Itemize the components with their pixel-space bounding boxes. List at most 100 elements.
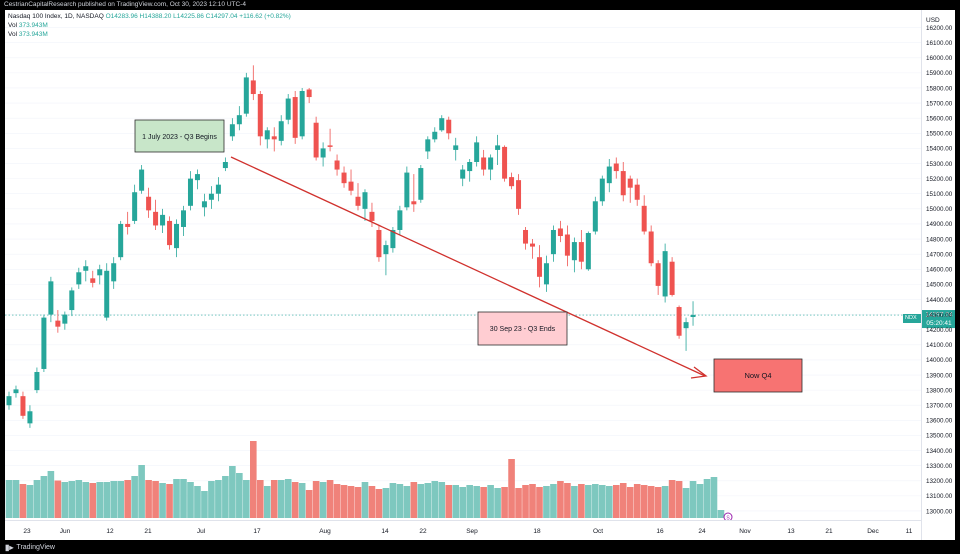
candle-body	[530, 243, 535, 247]
currency-label: USD	[926, 17, 940, 24]
volume-bar	[578, 484, 585, 518]
volume-bar	[647, 486, 655, 518]
volume-bar	[250, 441, 257, 518]
time-tick-label: Jul	[197, 528, 206, 535]
q3-begins-box[interactable]: 1 July 2023 - Q3 Begins	[134, 119, 225, 153]
candle-body	[215, 184, 221, 194]
price-tick-label: 15400.00	[926, 146, 953, 153]
price-tick-label: 15600.00	[926, 115, 953, 122]
volume-bar	[710, 477, 718, 518]
volume-bar	[445, 485, 453, 518]
price-tick-label: 14200.00	[926, 327, 953, 334]
candle-body	[292, 97, 298, 138]
candle-body	[236, 115, 242, 125]
volume-bar	[396, 484, 404, 518]
time-tick-label: 12	[106, 528, 114, 535]
time-axis[interactable]: 23 Jun 12 21 Jul 17 Aug 14 22 Sep 18 Oct 16 24 Nov 13 21…	[5, 520, 921, 540]
candle-body	[536, 257, 542, 277]
price-tick-label: 14400.00	[926, 297, 953, 304]
candle-body	[97, 269, 103, 276]
volume-bar	[585, 485, 592, 518]
volume-bar	[626, 487, 634, 518]
tradingview-brand-text: TradingView	[16, 544, 55, 551]
time-tick-label: Aug	[319, 528, 331, 535]
volume-bar	[270, 480, 278, 518]
volume-bar	[599, 485, 606, 518]
volume-bar	[5, 480, 13, 518]
candle-body	[194, 174, 200, 181]
volume-bar	[564, 483, 571, 518]
price-axis[interactable]: USD 14297.04 05:20:41 13000.00 13100.00 13…	[921, 10, 955, 540]
candle-body	[41, 317, 47, 369]
volume-bar	[96, 482, 104, 518]
volume-bar	[138, 465, 145, 518]
countdown-value: 05:20:41	[926, 320, 952, 327]
candle-body	[411, 201, 417, 205]
candle-body	[334, 160, 340, 170]
price-tick-label: 13000.00	[926, 508, 953, 515]
candle-body	[390, 229, 396, 249]
candle-body	[641, 205, 647, 232]
now-q4-box[interactable]: Now Q4	[713, 358, 803, 393]
candle-body	[341, 172, 347, 184]
candle-body	[62, 314, 68, 324]
volume-bar	[110, 481, 117, 518]
candle-body	[648, 231, 654, 264]
time-tick-label: 11	[906, 528, 913, 535]
price-tick-label: 14900.00	[926, 221, 953, 228]
last-price-tag: 14297.04 05:20:41	[922, 310, 955, 329]
volume-bar	[26, 485, 34, 518]
volume-bar	[494, 488, 501, 518]
candle-body	[369, 211, 375, 221]
candle-body	[634, 184, 640, 200]
candle-body	[153, 211, 159, 226]
price-plot[interactable]: 1 July 2023 - Q3 Begins 30 Sep 23 - Q3 E…	[5, 10, 921, 520]
price-tick-label: 14300.00	[926, 312, 953, 319]
candle-body	[495, 145, 501, 150]
candle-body	[13, 389, 19, 394]
candle-body	[257, 94, 263, 137]
volume-bar	[89, 483, 97, 518]
price-tick-label: 13100.00	[926, 493, 953, 500]
chart-pane[interactable]: 1 July 2023 - Q3 Begins 30 Sep 23 - Q3 E…	[5, 10, 921, 540]
volume-bar	[501, 487, 508, 518]
candle-body	[299, 91, 305, 137]
volume-bar	[340, 485, 348, 518]
candle-body	[571, 242, 577, 261]
volume-bar	[368, 486, 376, 518]
candle-body	[683, 322, 689, 329]
candle-body	[516, 180, 522, 209]
q3-ends-box[interactable]: 30 Sep 23 - Q3 Ends	[477, 311, 568, 346]
volume-bar	[382, 488, 390, 518]
tradingview-brand[interactable]: ▮▸ TradingView	[5, 543, 55, 552]
candle-body	[564, 234, 570, 256]
time-tick-label: 16	[656, 528, 664, 535]
price-tick-label: 14100.00	[926, 342, 953, 349]
candle-body	[502, 146, 508, 179]
candle-body	[376, 229, 382, 258]
legend-vol-value: 373.943M	[18, 31, 48, 38]
q3-ends-text: 30 Sep 23 - Q3 Ends	[490, 326, 556, 333]
volume-bar	[389, 483, 397, 518]
candle-body	[201, 201, 207, 208]
time-tick-label: 21	[144, 528, 152, 535]
volume-bar	[166, 484, 173, 518]
price-tick-label: 13300.00	[926, 463, 953, 470]
volume-bars	[5, 441, 725, 518]
event-marker[interactable]: S	[723, 512, 733, 520]
volume-bar	[333, 484, 341, 518]
candle-body	[20, 396, 26, 416]
volume-bar	[68, 481, 76, 518]
candle-body	[167, 220, 173, 246]
price-tick-label: 13200.00	[926, 478, 953, 485]
volume-bar	[284, 479, 292, 518]
volume-bar	[145, 480, 152, 518]
time-tick-label: 22	[419, 528, 427, 535]
volume-bar	[312, 481, 320, 518]
volume-bar	[347, 486, 355, 518]
candle-body	[55, 320, 61, 327]
volume-bar	[180, 479, 187, 518]
volume-bar	[431, 481, 439, 518]
volume-bar	[682, 488, 690, 518]
candle-body	[125, 223, 131, 227]
